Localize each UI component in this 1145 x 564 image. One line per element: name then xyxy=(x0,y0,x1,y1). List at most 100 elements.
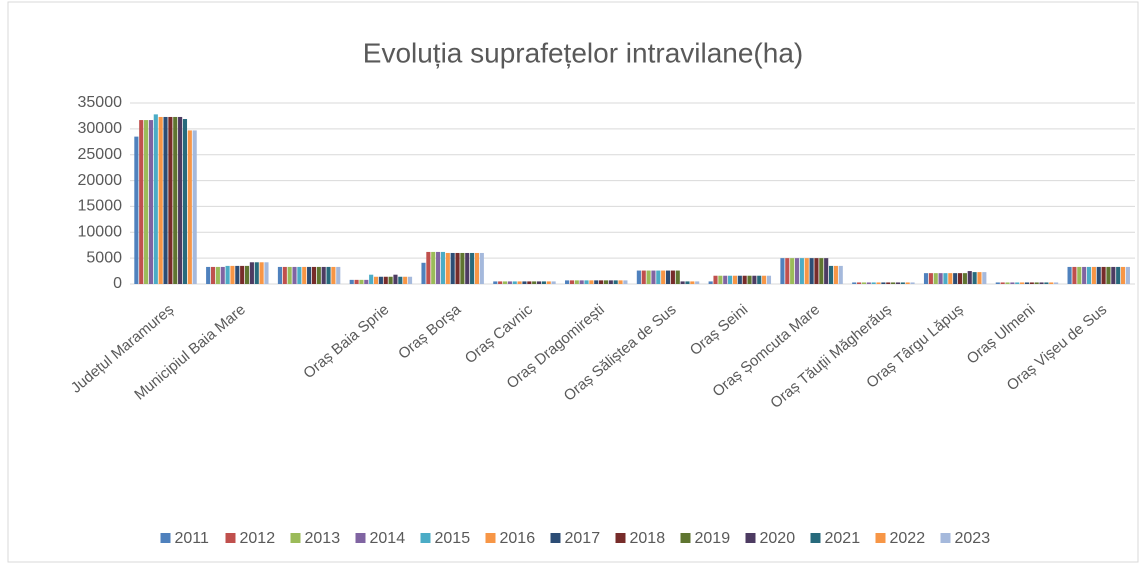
bar xyxy=(1116,266,1121,284)
bar xyxy=(928,273,933,284)
bar xyxy=(785,258,790,284)
bar xyxy=(206,266,211,284)
bar xyxy=(752,275,757,284)
bar xyxy=(1067,266,1072,284)
bar xyxy=(1024,282,1030,284)
y-tick-label: 30000 xyxy=(78,120,123,137)
bar xyxy=(321,266,326,284)
bar xyxy=(953,273,958,284)
bar xyxy=(1005,282,1010,284)
bar xyxy=(383,276,388,284)
bar xyxy=(316,266,321,284)
legend-swatch xyxy=(615,533,626,543)
bar xyxy=(1106,266,1111,284)
legend-label: 2017 xyxy=(565,530,601,547)
bar xyxy=(967,271,972,284)
bar xyxy=(838,265,843,284)
bar xyxy=(1000,282,1005,284)
bar xyxy=(623,280,628,284)
bar xyxy=(139,120,144,285)
bar xyxy=(790,258,795,284)
bar xyxy=(393,274,398,284)
bar xyxy=(225,265,230,284)
bar xyxy=(962,273,967,284)
bar xyxy=(398,276,403,284)
bar xyxy=(163,116,168,284)
bar xyxy=(762,275,767,284)
bar xyxy=(440,251,446,284)
bar xyxy=(522,281,527,284)
bar xyxy=(479,252,484,284)
y-tick-label: 25000 xyxy=(78,146,123,163)
bar xyxy=(493,281,498,284)
legend-label: 2019 xyxy=(695,530,731,547)
bar xyxy=(747,275,752,284)
bar xyxy=(757,275,762,284)
bar xyxy=(982,272,987,284)
bar xyxy=(359,279,364,284)
bar xyxy=(292,266,297,284)
bar xyxy=(695,281,700,284)
bar xyxy=(144,120,149,285)
bar xyxy=(465,252,470,284)
bar xyxy=(608,280,613,284)
bar xyxy=(957,273,963,284)
legend-swatch xyxy=(420,533,431,543)
bar xyxy=(995,282,1000,284)
bar xyxy=(512,281,517,284)
bar xyxy=(474,252,480,284)
bar xyxy=(833,265,838,284)
y-tick-label: 5000 xyxy=(86,249,122,266)
bar xyxy=(857,282,862,284)
legend-swatch xyxy=(550,533,561,543)
bar xyxy=(1086,266,1092,284)
bar xyxy=(977,272,982,284)
bar xyxy=(636,270,641,284)
bar xyxy=(574,280,579,284)
bar xyxy=(690,281,695,284)
bar xyxy=(450,252,455,284)
legend-swatch xyxy=(875,533,886,543)
bar xyxy=(1020,282,1025,284)
bar xyxy=(661,270,666,284)
legend-label: 2021 xyxy=(825,530,861,547)
bar xyxy=(498,281,503,284)
bar xyxy=(426,251,431,284)
bar xyxy=(584,280,589,284)
bar xyxy=(249,262,254,284)
bar xyxy=(445,252,450,284)
bar xyxy=(153,114,158,285)
bar xyxy=(708,281,713,284)
bar xyxy=(240,265,245,284)
bar xyxy=(824,258,829,284)
bar xyxy=(799,258,804,284)
bar xyxy=(546,281,551,284)
bar xyxy=(1091,266,1096,284)
bar xyxy=(1082,266,1087,284)
bar xyxy=(871,282,876,284)
bar xyxy=(220,266,225,284)
bar xyxy=(264,262,269,284)
bar xyxy=(502,281,508,284)
legend-swatch xyxy=(290,533,301,543)
bar xyxy=(861,282,867,284)
bar xyxy=(158,116,163,284)
bar xyxy=(665,270,671,284)
bar xyxy=(891,282,896,284)
bar xyxy=(1015,282,1020,284)
legend-swatch xyxy=(160,533,171,543)
legend-label: 2015 xyxy=(435,530,471,547)
bar xyxy=(517,281,522,284)
legend-label: 2013 xyxy=(305,530,341,547)
bar xyxy=(1054,282,1059,284)
bar xyxy=(948,273,953,284)
bar xyxy=(178,116,183,284)
bar xyxy=(819,258,824,284)
legend-swatch xyxy=(810,533,821,543)
bar xyxy=(809,258,814,284)
bar xyxy=(349,279,354,284)
bar xyxy=(210,266,216,284)
bar xyxy=(972,272,977,284)
bar xyxy=(182,119,188,284)
legend-swatch xyxy=(355,533,366,543)
